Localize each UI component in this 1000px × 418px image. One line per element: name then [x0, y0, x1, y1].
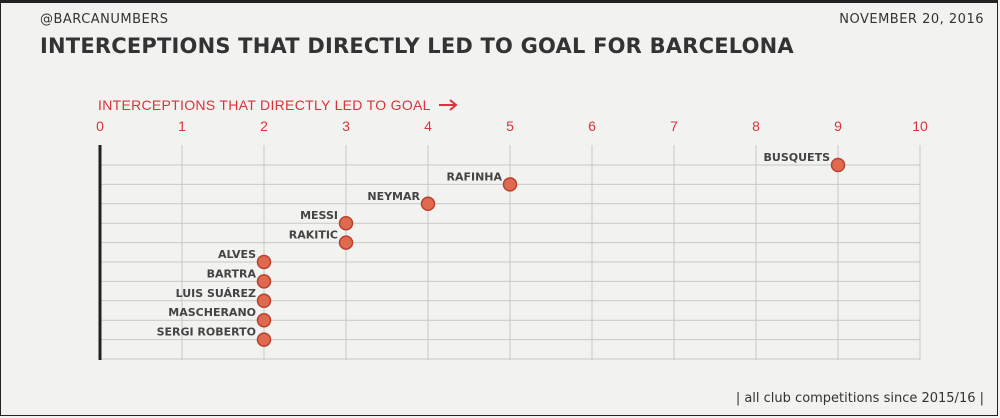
x-tick-label: 4 [424, 118, 432, 134]
x-tick-label: 7 [670, 118, 678, 134]
x-tick-label: 0 [96, 118, 104, 134]
twitter-handle: @BARCANUMBERS [40, 12, 169, 27]
player-label: RAKITIC [289, 229, 338, 242]
x-tick-label: 10 [912, 118, 928, 134]
arrow-right-icon [439, 99, 458, 111]
player-label: RAFINHA [446, 170, 502, 183]
data-point [420, 196, 436, 212]
player-label: BUSQUETS [764, 151, 831, 164]
x-tick-label: 5 [506, 118, 514, 134]
player-label: NEYMAR [367, 190, 420, 203]
x-tick-label: 3 [342, 118, 350, 134]
x-tick-label: 2 [260, 118, 268, 134]
data-point [338, 235, 354, 250]
data-point [256, 332, 272, 347]
data-point [256, 312, 272, 328]
data-point [502, 177, 518, 192]
data-points: BUSQUETS RAFINHA NEYMAR MESSI RAKITIC ALVES BA… [157, 151, 846, 347]
player-label: MESSI [300, 209, 338, 222]
x-axis-label: INTERCEPTIONS THAT DIRECTLY LED TO GOAL [98, 97, 431, 113]
player-label: MASCHERANO [168, 306, 256, 319]
x-tick-label: 9 [834, 118, 842, 134]
x-axis: INTERCEPTIONS THAT DIRECTLY LED TO GOAL … [96, 97, 928, 134]
data-point [256, 293, 272, 309]
x-tick-label: 8 [752, 118, 760, 134]
chart-title: INTERCEPTIONS THAT DIRECTLY LED TO GOAL … [40, 34, 794, 58]
grid-lines [100, 145, 921, 360]
x-tick-label: 1 [178, 118, 186, 134]
player-label: LUIS SUÁREZ [176, 287, 256, 300]
player-label: SERGI ROBERTO [157, 326, 256, 339]
x-tick-label: 6 [588, 118, 596, 134]
data-point [256, 274, 272, 289]
data-point [338, 215, 354, 231]
footer-note: | all club competitions since 2015/16 | [735, 391, 984, 406]
player-label: ALVES [218, 248, 256, 261]
data-point [256, 254, 272, 270]
player-label: BARTRA [207, 267, 257, 280]
data-point [830, 157, 846, 173]
publish-date: NOVEMBER 20, 2016 [839, 12, 984, 27]
